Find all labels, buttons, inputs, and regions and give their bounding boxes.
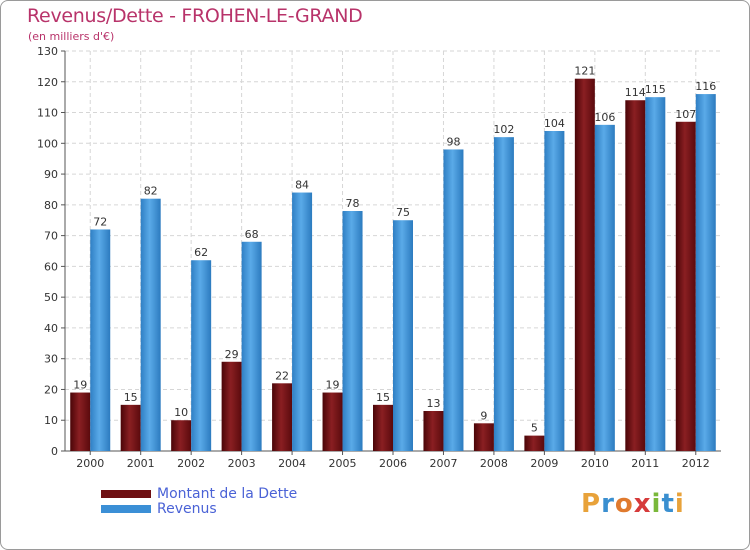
x-tick-label: 2004	[278, 457, 306, 470]
y-tick-label: 90	[44, 168, 58, 181]
bar-revenus	[292, 192, 313, 452]
y-tick-label: 70	[44, 230, 58, 243]
y-tick-label: 80	[44, 199, 58, 212]
legend-swatch-dette	[101, 490, 151, 498]
data-label-dette: 5	[531, 422, 538, 435]
logo-letter: P	[581, 489, 602, 519]
data-label-revenus: 84	[295, 179, 309, 192]
y-tick-label: 110	[37, 107, 58, 120]
y-tick-label: 120	[37, 76, 58, 89]
bar-dette	[473, 423, 494, 451]
y-tick-label: 40	[44, 322, 58, 335]
bar-dette	[221, 361, 242, 451]
bar-revenus	[443, 149, 464, 451]
data-label-revenus: 115	[645, 83, 666, 96]
bar-dette	[272, 383, 293, 451]
data-label-dette: 107	[675, 108, 696, 121]
logo-letter: x	[633, 489, 652, 519]
data-label-dette: 13	[426, 397, 440, 410]
x-tick-label: 2005	[329, 457, 357, 470]
x-tick-label: 2001	[127, 457, 155, 470]
bar-revenus	[393, 220, 413, 451]
bar-dette	[120, 404, 141, 451]
bars-layer	[70, 78, 716, 452]
data-label-revenus: 116	[695, 80, 716, 93]
data-label-dette: 22	[275, 369, 289, 382]
bar-dette	[171, 420, 192, 451]
bar-dette	[70, 392, 91, 451]
bar-dette	[625, 100, 646, 451]
y-tick-label: 30	[44, 353, 58, 366]
data-label-revenus: 62	[194, 246, 208, 259]
bar-revenus	[493, 137, 514, 451]
data-label-revenus: 75	[396, 206, 410, 219]
x-tick-label: 2010	[581, 457, 609, 470]
legend-label-revenus: Revenus	[157, 501, 217, 517]
bar-dette	[423, 411, 444, 451]
bar-revenus	[544, 131, 565, 451]
bar-revenus	[140, 198, 161, 451]
y-tick-label: 50	[44, 291, 58, 304]
bar-revenus	[191, 260, 212, 451]
bar-revenus	[241, 241, 262, 451]
chart-title: Revenus/Dette - FROHEN-LE-GRAND	[27, 5, 363, 27]
bar-revenus	[645, 97, 666, 452]
bar-dette	[574, 78, 595, 451]
legend-swatch-revenus	[101, 505, 151, 513]
bar-dette	[524, 435, 545, 451]
x-tick-label: 2012	[682, 457, 710, 470]
x-tick-label: 2003	[228, 457, 256, 470]
data-label-revenus: 102	[493, 123, 514, 136]
data-label-dette: 19	[326, 379, 340, 392]
y-tick-label: 130	[37, 45, 58, 58]
data-label-revenus: 106	[594, 111, 615, 124]
data-label-revenus: 104	[544, 117, 565, 130]
data-label-revenus: 78	[346, 197, 360, 210]
bar-dette	[373, 404, 393, 451]
logo-letter: i	[651, 489, 662, 519]
data-label-dette: 15	[124, 391, 138, 404]
data-label-dette: 29	[225, 348, 239, 361]
labels-layer: 19 72 2000 15 82 2001 10 62 2002 29 68 2003 22 84 2004…	[73, 65, 716, 470]
data-label-dette: 19	[73, 379, 87, 392]
chart-subtitle: (en milliers d'€)	[28, 30, 115, 43]
y-tick-label: 10	[44, 414, 58, 427]
logo-letter: o	[614, 489, 634, 519]
x-tick-label: 2011	[631, 457, 659, 470]
x-tick-label: 2007	[429, 457, 457, 470]
data-label-revenus: 72	[93, 215, 107, 228]
data-label-dette: 9	[480, 409, 487, 422]
logo-letter: t	[661, 489, 675, 519]
x-tick-label: 2009	[530, 457, 558, 470]
y-tick-label: 60	[44, 260, 58, 273]
x-tick-label: 2008	[480, 457, 508, 470]
y-tick-label: 20	[44, 383, 58, 396]
data-label-revenus: 98	[446, 135, 460, 148]
data-label-dette: 121	[574, 65, 595, 78]
y-tick-label: 0	[51, 445, 58, 458]
data-label-revenus: 68	[245, 228, 259, 241]
bar-revenus	[342, 211, 363, 451]
bar-revenus	[695, 94, 716, 452]
y-tick-label: 100	[37, 137, 58, 150]
data-label-revenus: 82	[144, 185, 158, 198]
bar-revenus	[594, 124, 615, 451]
x-tick-label: 2006	[379, 457, 407, 470]
x-tick-label: 2002	[177, 457, 205, 470]
logo-letter: r	[601, 489, 615, 519]
proxiti-logo: Proxiti	[581, 489, 685, 519]
legend-label-dette: Montant de la Dette	[157, 486, 298, 502]
data-label-dette: 10	[174, 406, 188, 419]
bar-revenus	[90, 229, 111, 451]
logo-letter: i	[674, 489, 685, 519]
bar-dette	[675, 121, 696, 452]
bar-dette	[322, 392, 343, 451]
data-label-dette: 114	[625, 86, 646, 99]
data-label-dette: 15	[376, 391, 390, 404]
x-tick-label: 2000	[76, 457, 104, 470]
